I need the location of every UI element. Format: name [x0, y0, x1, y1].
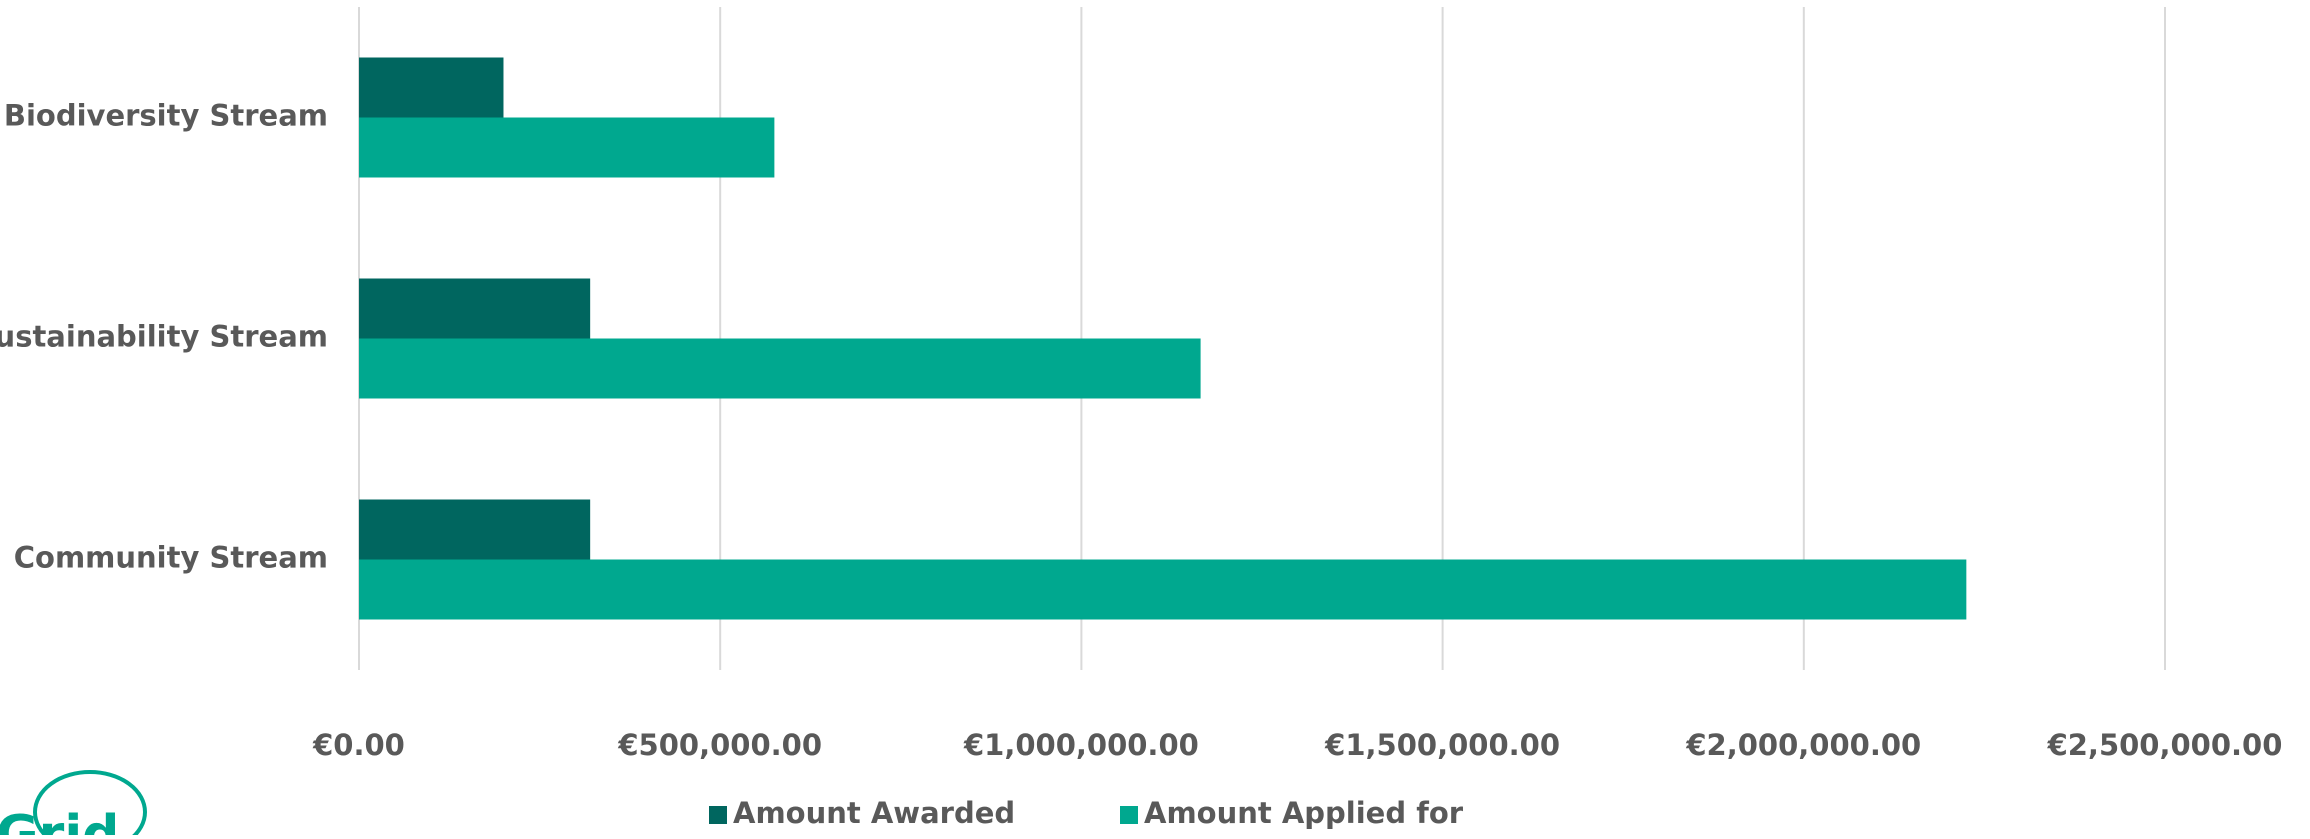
bar	[359, 559, 1967, 620]
legend-swatch	[1120, 806, 1138, 824]
legend-label: Amount Awarded	[733, 796, 1015, 830]
x-tick-label: €0.00	[312, 728, 405, 762]
logo-text: Grid	[0, 805, 119, 835]
x-tick-label: €1,500,000.00	[1324, 728, 1560, 762]
logo: Grid	[0, 770, 147, 839]
bar	[359, 338, 1201, 399]
x-tick-label: €500,000.00	[617, 728, 822, 762]
y-tick-label: Community Stream	[14, 541, 328, 575]
bar	[359, 57, 504, 118]
legend-label: Amount Applied for	[1144, 796, 1464, 830]
bar	[359, 117, 775, 178]
y-tick-label: Sustainability Stream	[0, 320, 328, 354]
y-tick-label: Biodiversity Stream	[4, 99, 328, 133]
x-tick-label: €1,000,000.00	[963, 728, 1199, 762]
x-tick-label: €2,000,000.00	[1685, 728, 1921, 762]
x-tick-label: €2,500,000.00	[2047, 728, 2283, 762]
logo-ring	[33, 770, 147, 839]
bar	[359, 499, 591, 560]
bar	[359, 278, 591, 339]
legend-swatch	[709, 806, 727, 824]
